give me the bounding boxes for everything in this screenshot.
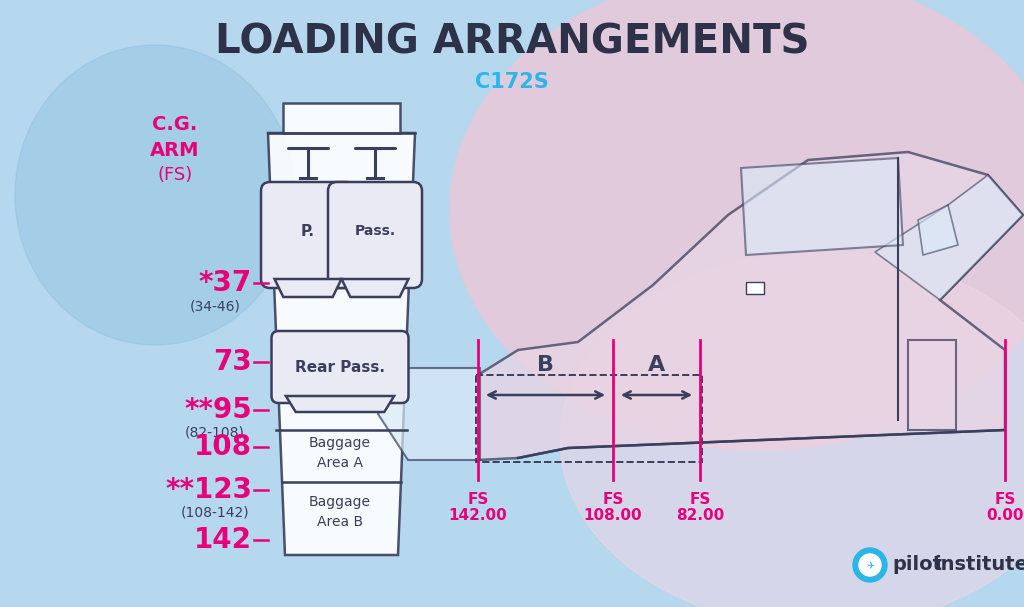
Text: C.G.: C.G. bbox=[153, 115, 198, 135]
Text: Pass.: Pass. bbox=[354, 224, 395, 238]
Text: (108-142): (108-142) bbox=[180, 506, 249, 520]
Polygon shape bbox=[268, 133, 415, 555]
Text: 73: 73 bbox=[213, 348, 252, 376]
Text: Rear Pass.: Rear Pass. bbox=[295, 359, 385, 375]
Text: (34-46): (34-46) bbox=[189, 300, 241, 314]
Polygon shape bbox=[274, 279, 341, 297]
Polygon shape bbox=[918, 205, 958, 255]
Text: 108: 108 bbox=[194, 433, 252, 461]
FancyBboxPatch shape bbox=[261, 182, 355, 288]
Text: P.: P. bbox=[301, 223, 315, 239]
Text: *37: *37 bbox=[199, 269, 252, 297]
Polygon shape bbox=[450, 0, 1024, 450]
Text: 0.00: 0.00 bbox=[986, 508, 1024, 523]
Polygon shape bbox=[286, 396, 394, 412]
Circle shape bbox=[859, 554, 881, 576]
Polygon shape bbox=[478, 152, 1023, 460]
Text: FS: FS bbox=[994, 492, 1016, 507]
Text: LOADING ARRANGEMENTS: LOADING ARRANGEMENTS bbox=[215, 22, 809, 62]
Text: FS: FS bbox=[467, 492, 488, 507]
Text: C172S: C172S bbox=[475, 72, 549, 92]
Text: FS: FS bbox=[602, 492, 624, 507]
Text: (82-108): (82-108) bbox=[185, 425, 245, 439]
FancyBboxPatch shape bbox=[328, 182, 422, 288]
Bar bbox=[746, 282, 764, 294]
Text: Baggage
Area A: Baggage Area A bbox=[309, 436, 371, 470]
Polygon shape bbox=[342, 279, 409, 297]
Text: pilot: pilot bbox=[892, 555, 942, 574]
Polygon shape bbox=[15, 45, 295, 345]
Bar bbox=[476, 375, 702, 462]
Polygon shape bbox=[741, 158, 903, 255]
FancyBboxPatch shape bbox=[271, 331, 409, 403]
Text: institute: institute bbox=[934, 555, 1024, 574]
Text: 82.00: 82.00 bbox=[676, 508, 724, 523]
Text: (FS): (FS) bbox=[158, 166, 193, 184]
Text: B: B bbox=[537, 355, 554, 375]
Text: FS: FS bbox=[689, 492, 711, 507]
Text: **95: **95 bbox=[184, 396, 252, 424]
Circle shape bbox=[853, 548, 887, 582]
Text: Baggage
Area B: Baggage Area B bbox=[309, 495, 371, 529]
Polygon shape bbox=[908, 340, 956, 430]
Text: A: A bbox=[648, 355, 666, 375]
Text: 142.00: 142.00 bbox=[449, 508, 507, 523]
Text: ARM: ARM bbox=[151, 140, 200, 160]
Polygon shape bbox=[874, 175, 1023, 300]
Text: 108.00: 108.00 bbox=[584, 508, 642, 523]
Text: ✈: ✈ bbox=[866, 561, 874, 571]
Text: **123: **123 bbox=[165, 476, 252, 504]
Text: 142: 142 bbox=[194, 526, 252, 554]
Polygon shape bbox=[560, 253, 1024, 607]
Polygon shape bbox=[378, 368, 480, 460]
Polygon shape bbox=[283, 103, 400, 133]
